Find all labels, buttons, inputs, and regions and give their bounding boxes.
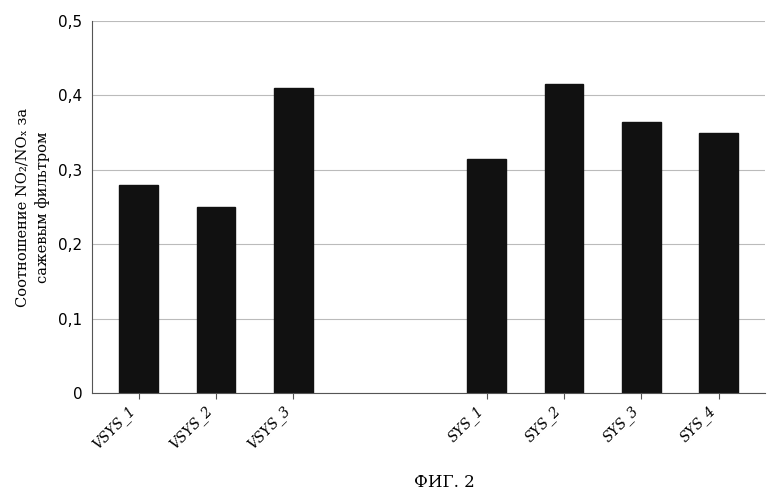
Bar <box>274 88 313 393</box>
Bar <box>544 84 583 393</box>
Text: ФИГ. 2: ФИГ. 2 <box>414 474 475 491</box>
Y-axis label: Соотношение NO₂/NOₓ за
сажевым фильтром: Соотношение NO₂/NOₓ за сажевым фильтром <box>15 108 50 307</box>
Bar <box>119 185 158 393</box>
Bar <box>699 133 738 393</box>
Bar <box>622 122 661 393</box>
Bar <box>197 207 236 393</box>
Bar <box>467 159 506 393</box>
